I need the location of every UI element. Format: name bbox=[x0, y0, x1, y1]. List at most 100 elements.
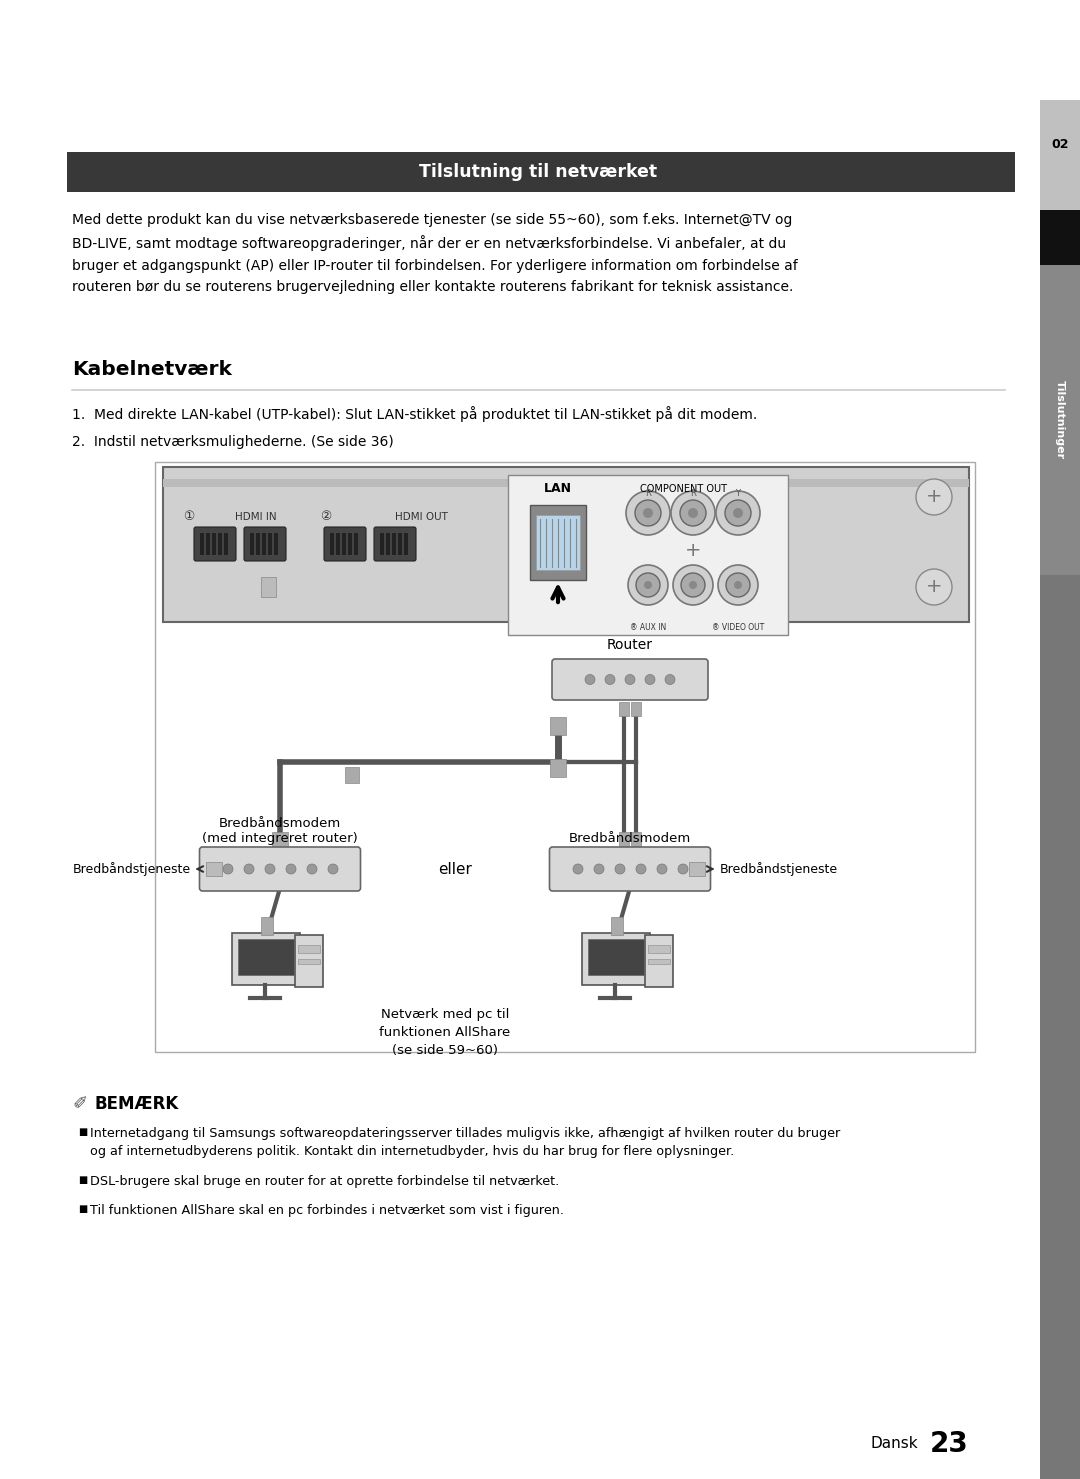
Circle shape bbox=[222, 864, 233, 874]
Text: 23: 23 bbox=[930, 1430, 969, 1458]
Circle shape bbox=[916, 479, 951, 515]
Circle shape bbox=[680, 500, 706, 527]
Text: ■: ■ bbox=[78, 1127, 87, 1137]
Bar bbox=[1040, 210, 1080, 265]
Text: ②: ② bbox=[321, 510, 332, 524]
Circle shape bbox=[594, 864, 604, 874]
Text: Tilslutninger: Tilslutninger bbox=[1055, 380, 1065, 460]
Text: +: + bbox=[926, 488, 942, 506]
FancyBboxPatch shape bbox=[552, 660, 708, 700]
Text: Y: Y bbox=[735, 488, 741, 497]
Circle shape bbox=[635, 500, 661, 527]
Bar bbox=[645, 935, 673, 986]
Circle shape bbox=[627, 565, 669, 605]
Bar bbox=[648, 958, 670, 964]
Text: +: + bbox=[685, 540, 701, 559]
Circle shape bbox=[916, 569, 951, 605]
Bar bbox=[619, 703, 629, 716]
Bar bbox=[336, 532, 340, 555]
Circle shape bbox=[678, 864, 688, 874]
Text: Netværk med pc til
funktionen AllShare
(se side 59~60): Netværk med pc til funktionen AllShare (… bbox=[379, 1009, 511, 1057]
Bar bbox=[212, 532, 216, 555]
Bar bbox=[224, 532, 228, 555]
Bar bbox=[205, 862, 221, 876]
Text: LAN: LAN bbox=[544, 482, 572, 495]
Circle shape bbox=[681, 572, 705, 598]
Bar bbox=[631, 703, 642, 716]
Bar bbox=[611, 917, 623, 935]
Bar bbox=[392, 532, 396, 555]
Text: ® AUX IN: ® AUX IN bbox=[630, 623, 666, 632]
Circle shape bbox=[585, 674, 595, 685]
Circle shape bbox=[716, 491, 760, 535]
FancyBboxPatch shape bbox=[374, 527, 416, 561]
Text: Internetadgang til Samsungs softwareopdateringsserver tillades muligvis ikke, af: Internetadgang til Samsungs softwareopda… bbox=[90, 1127, 840, 1158]
Bar bbox=[268, 532, 272, 555]
Bar bbox=[330, 532, 334, 555]
Bar bbox=[67, 152, 1015, 192]
Text: ✐: ✐ bbox=[72, 1094, 87, 1114]
Bar bbox=[386, 532, 390, 555]
Bar bbox=[508, 475, 788, 634]
Text: 1.  Med direkte LAN-kabel (UTP-kabel): Slut LAN-stikket på produktet til LAN-sti: 1. Med direkte LAN-kabel (UTP-kabel): Sl… bbox=[72, 407, 757, 422]
Bar bbox=[536, 515, 580, 569]
FancyBboxPatch shape bbox=[324, 527, 366, 561]
Bar bbox=[163, 467, 969, 623]
Text: ■: ■ bbox=[78, 1174, 87, 1185]
Text: Dansk: Dansk bbox=[870, 1436, 918, 1451]
Circle shape bbox=[265, 864, 275, 874]
Bar bbox=[1040, 575, 1080, 1479]
Text: COMPONENT OUT: COMPONENT OUT bbox=[639, 484, 727, 494]
Text: Tilslutning til netværket: Tilslutning til netværket bbox=[419, 163, 658, 180]
Bar bbox=[200, 532, 204, 555]
Bar bbox=[1040, 101, 1080, 210]
Bar bbox=[619, 833, 629, 846]
FancyBboxPatch shape bbox=[244, 527, 286, 561]
Text: Med dette produkt kan du vise netværksbaserede tjenester (se side 55~60), som f.: Med dette produkt kan du vise netværksba… bbox=[72, 213, 798, 294]
Text: Kabelnetværk: Kabelnetværk bbox=[72, 359, 232, 379]
Text: Bredbåndsmodem
(med integreret router): Bredbåndsmodem (med integreret router) bbox=[202, 816, 357, 845]
Bar bbox=[354, 532, 357, 555]
Bar bbox=[262, 532, 266, 555]
Bar bbox=[404, 532, 408, 555]
Text: HDMI IN: HDMI IN bbox=[235, 512, 276, 522]
Bar bbox=[582, 933, 650, 985]
Text: Bredbåndstjeneste: Bredbåndstjeneste bbox=[719, 862, 838, 876]
Bar bbox=[1040, 265, 1080, 575]
Circle shape bbox=[636, 864, 646, 874]
Circle shape bbox=[636, 572, 660, 598]
Bar bbox=[380, 532, 384, 555]
Circle shape bbox=[645, 674, 654, 685]
Circle shape bbox=[644, 581, 652, 589]
Circle shape bbox=[328, 864, 338, 874]
Bar bbox=[232, 933, 300, 985]
Circle shape bbox=[734, 581, 742, 589]
Bar bbox=[298, 958, 320, 964]
Bar bbox=[588, 939, 644, 975]
Text: Bredbåndstjeneste: Bredbåndstjeneste bbox=[72, 862, 190, 876]
Circle shape bbox=[733, 507, 743, 518]
Bar bbox=[399, 532, 402, 555]
Bar bbox=[689, 862, 704, 876]
Bar bbox=[530, 504, 586, 580]
Bar bbox=[631, 833, 642, 846]
Bar bbox=[206, 532, 210, 555]
Bar bbox=[345, 768, 359, 782]
Circle shape bbox=[573, 864, 583, 874]
Circle shape bbox=[688, 507, 698, 518]
Circle shape bbox=[689, 581, 697, 589]
Circle shape bbox=[725, 500, 751, 527]
Bar bbox=[274, 532, 278, 555]
Bar bbox=[261, 917, 273, 935]
Circle shape bbox=[673, 565, 713, 605]
Text: Router: Router bbox=[607, 637, 653, 652]
Bar bbox=[342, 532, 346, 555]
Circle shape bbox=[718, 565, 758, 605]
Circle shape bbox=[665, 674, 675, 685]
Text: ® VIDEO OUT: ® VIDEO OUT bbox=[712, 623, 765, 632]
Bar bbox=[156, 461, 975, 1052]
Bar bbox=[295, 935, 323, 986]
Bar bbox=[261, 577, 276, 598]
Bar bbox=[238, 939, 294, 975]
Circle shape bbox=[726, 572, 750, 598]
